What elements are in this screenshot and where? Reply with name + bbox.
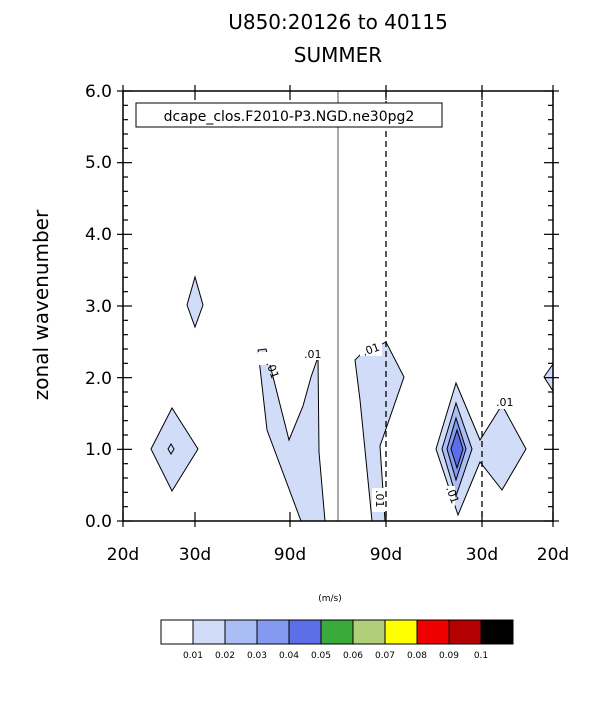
axis-ticks — [117, 85, 559, 527]
colorbar-swatch — [288, 619, 322, 645]
colorbar-label: 0.03 — [247, 651, 267, 661]
contour-region — [186, 275, 204, 329]
x-tick-label: 30d — [179, 545, 211, 565]
y-axis-label: zonal wavenumber — [29, 209, 53, 400]
contour-label: .01 — [361, 341, 382, 359]
colorbar-swatch — [416, 619, 450, 645]
x-tick-label: 90d — [370, 545, 402, 565]
colorbar-swatch — [448, 619, 482, 645]
colorbar-swatch — [480, 619, 514, 645]
contour-small-marker — [167, 443, 175, 455]
contour-region — [450, 428, 464, 470]
y-tick-label: 3.0 — [85, 297, 112, 317]
contour-label: .01 — [443, 485, 461, 506]
colorbar-swatch — [384, 619, 418, 645]
colorbar-label: 0.05 — [311, 651, 331, 661]
colorbar-swatch — [352, 619, 386, 645]
y-tick-label: 0.0 — [85, 512, 112, 532]
colorbar-label: 0.07 — [375, 651, 395, 661]
colorbar-label: 0.01 — [183, 651, 203, 661]
colorbar-label: 0.08 — [407, 651, 427, 661]
y-tick-labels: 0.0 1.0 2.0 3.0 4.0 5.0 6.0 — [85, 82, 112, 532]
contour-region — [150, 406, 199, 493]
contour-labels: .01 .01 .01 .01 .01 .01 — [258, 341, 516, 512]
colorbar-label: 0.06 — [343, 651, 363, 661]
contour-label: .01 — [373, 490, 386, 508]
contour-fills — [150, 275, 554, 522]
x-tick-label: 90d — [274, 545, 306, 565]
colorbar-label: 0.09 — [439, 651, 459, 661]
y-tick-label: 4.0 — [85, 225, 112, 245]
contour-label: .01 — [304, 348, 322, 361]
x-tick-label: 20d — [537, 545, 569, 565]
colorbar-swatch — [160, 619, 194, 645]
y-tick-label: 2.0 — [85, 369, 112, 389]
x-tick-label: 20d — [107, 545, 139, 565]
legend: dcape_clos.F2010-P3.NGD.ne30pg2 — [135, 102, 443, 128]
colorbar-label: 0.1 — [474, 651, 488, 661]
y-tick-label: 6.0 — [85, 82, 112, 102]
chart-title-line2: SUMMER — [294, 43, 382, 67]
colorbar-swatch — [224, 619, 258, 645]
colorbar-swatch — [192, 619, 226, 645]
y-tick-label: 5.0 — [85, 153, 112, 173]
x-tick-labels: 20d 30d 90d 90d 30d 20d — [107, 545, 569, 565]
x-tick-label: 30d — [466, 545, 498, 565]
colorbar-label: 0.04 — [279, 651, 299, 661]
colorbar: 0.01 0.02 0.03 0.04 0.05 0.06 0.07 0.08 0.09 0.1 — [160, 619, 514, 661]
legend-label: dcape_clos.F2010-P3.NGD.ne30pg2 — [164, 109, 415, 125]
y-tick-label: 1.0 — [85, 440, 112, 460]
colorbar-swatch — [320, 619, 354, 645]
colorbar-swatch — [256, 619, 290, 645]
units-label: (m/s) — [318, 594, 342, 604]
colorbar-label: 0.02 — [215, 651, 235, 661]
contour-label: .01 — [496, 396, 514, 409]
contour-label: .01 — [263, 360, 281, 381]
chart-title-line1: U850:20126 to 40115 — [228, 10, 448, 34]
legend-box — [135, 102, 443, 128]
